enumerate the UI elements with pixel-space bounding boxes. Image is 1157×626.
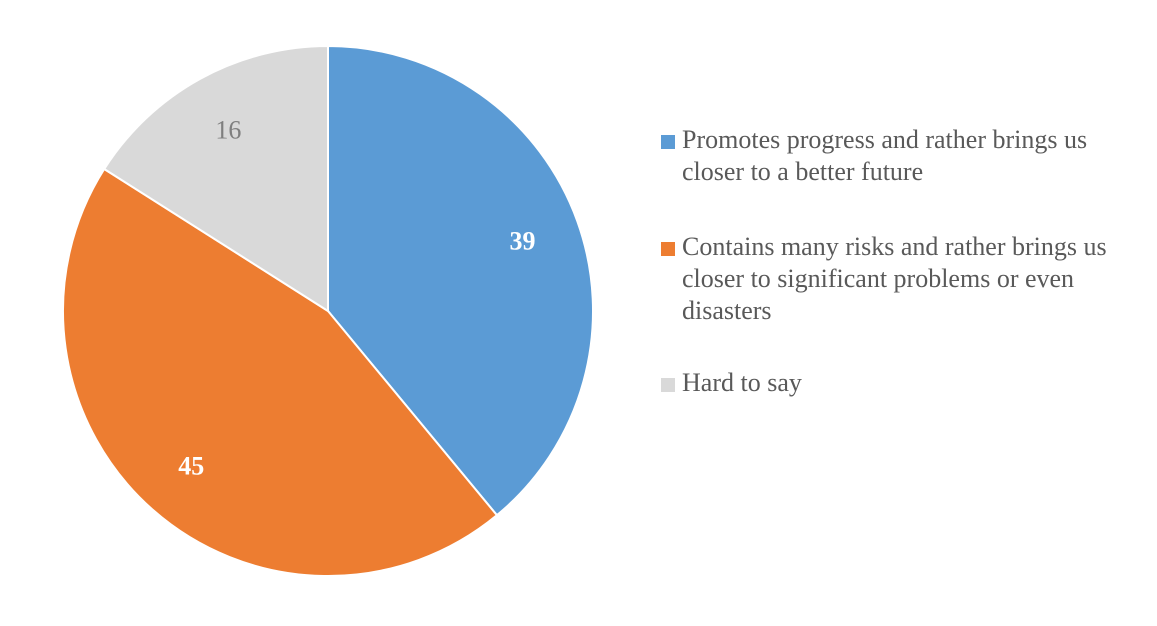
pie-data-labels: 39 45 16 <box>178 115 535 480</box>
legend-item-contains-risks: Contains many risks and rather brings us… <box>661 231 1131 327</box>
data-label-promotes-progress: 39 <box>510 227 536 256</box>
legend-item-hard-to-say: Hard to say <box>661 367 1131 399</box>
pie-slice-hard-to-say <box>102 44 329 313</box>
legend-swatch-contains-risks <box>661 242 675 256</box>
legend-swatch-promotes-progress <box>661 135 675 149</box>
legend-label-hard-to-say: Hard to say <box>682 368 802 397</box>
legend-label-promotes-progress: Promotes progress and rather brings us c… <box>682 125 1088 186</box>
pie-slice-contains-risks <box>62 167 499 577</box>
legend-label-contains-risks: Contains many risks and rather brings us… <box>682 232 1107 325</box>
legend-item-promotes-progress: Promotes progress and rather brings us c… <box>661 124 1131 188</box>
data-label-hard-to-say: 16 <box>215 115 241 144</box>
pie-slice-promotes-progress <box>327 44 594 517</box>
data-label-contains-risks: 45 <box>178 452 204 481</box>
legend-swatch-hard-to-say <box>661 378 675 392</box>
legend: Promotes progress and rather brings us c… <box>661 124 1131 399</box>
pie-slices <box>62 44 594 577</box>
